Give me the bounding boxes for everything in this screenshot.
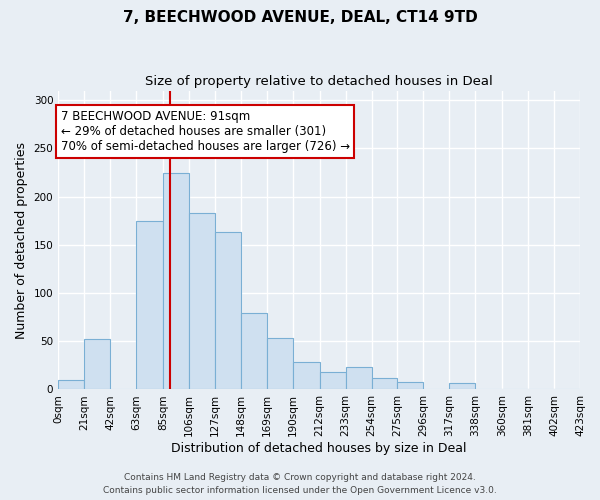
- Bar: [215, 232, 241, 390]
- Bar: [266, 338, 293, 390]
- Bar: [293, 362, 320, 390]
- Bar: [58, 380, 84, 390]
- Bar: [320, 372, 346, 390]
- Bar: [189, 213, 215, 390]
- Text: 7 BEECHWOOD AVENUE: 91sqm
← 29% of detached houses are smaller (301)
70% of semi: 7 BEECHWOOD AVENUE: 91sqm ← 29% of detac…: [61, 110, 350, 153]
- Bar: [346, 368, 371, 390]
- Bar: [371, 378, 397, 390]
- Y-axis label: Number of detached properties: Number of detached properties: [15, 142, 28, 338]
- Bar: [241, 314, 266, 390]
- Title: Size of property relative to detached houses in Deal: Size of property relative to detached ho…: [145, 75, 493, 88]
- Bar: [163, 172, 189, 390]
- Text: Contains HM Land Registry data © Crown copyright and database right 2024.
Contai: Contains HM Land Registry data © Crown c…: [103, 474, 497, 495]
- Bar: [449, 382, 475, 390]
- X-axis label: Distribution of detached houses by size in Deal: Distribution of detached houses by size …: [172, 442, 467, 455]
- Bar: [84, 340, 110, 390]
- Text: 7, BEECHWOOD AVENUE, DEAL, CT14 9TD: 7, BEECHWOOD AVENUE, DEAL, CT14 9TD: [122, 10, 478, 25]
- Bar: [136, 220, 163, 390]
- Bar: [397, 382, 424, 390]
